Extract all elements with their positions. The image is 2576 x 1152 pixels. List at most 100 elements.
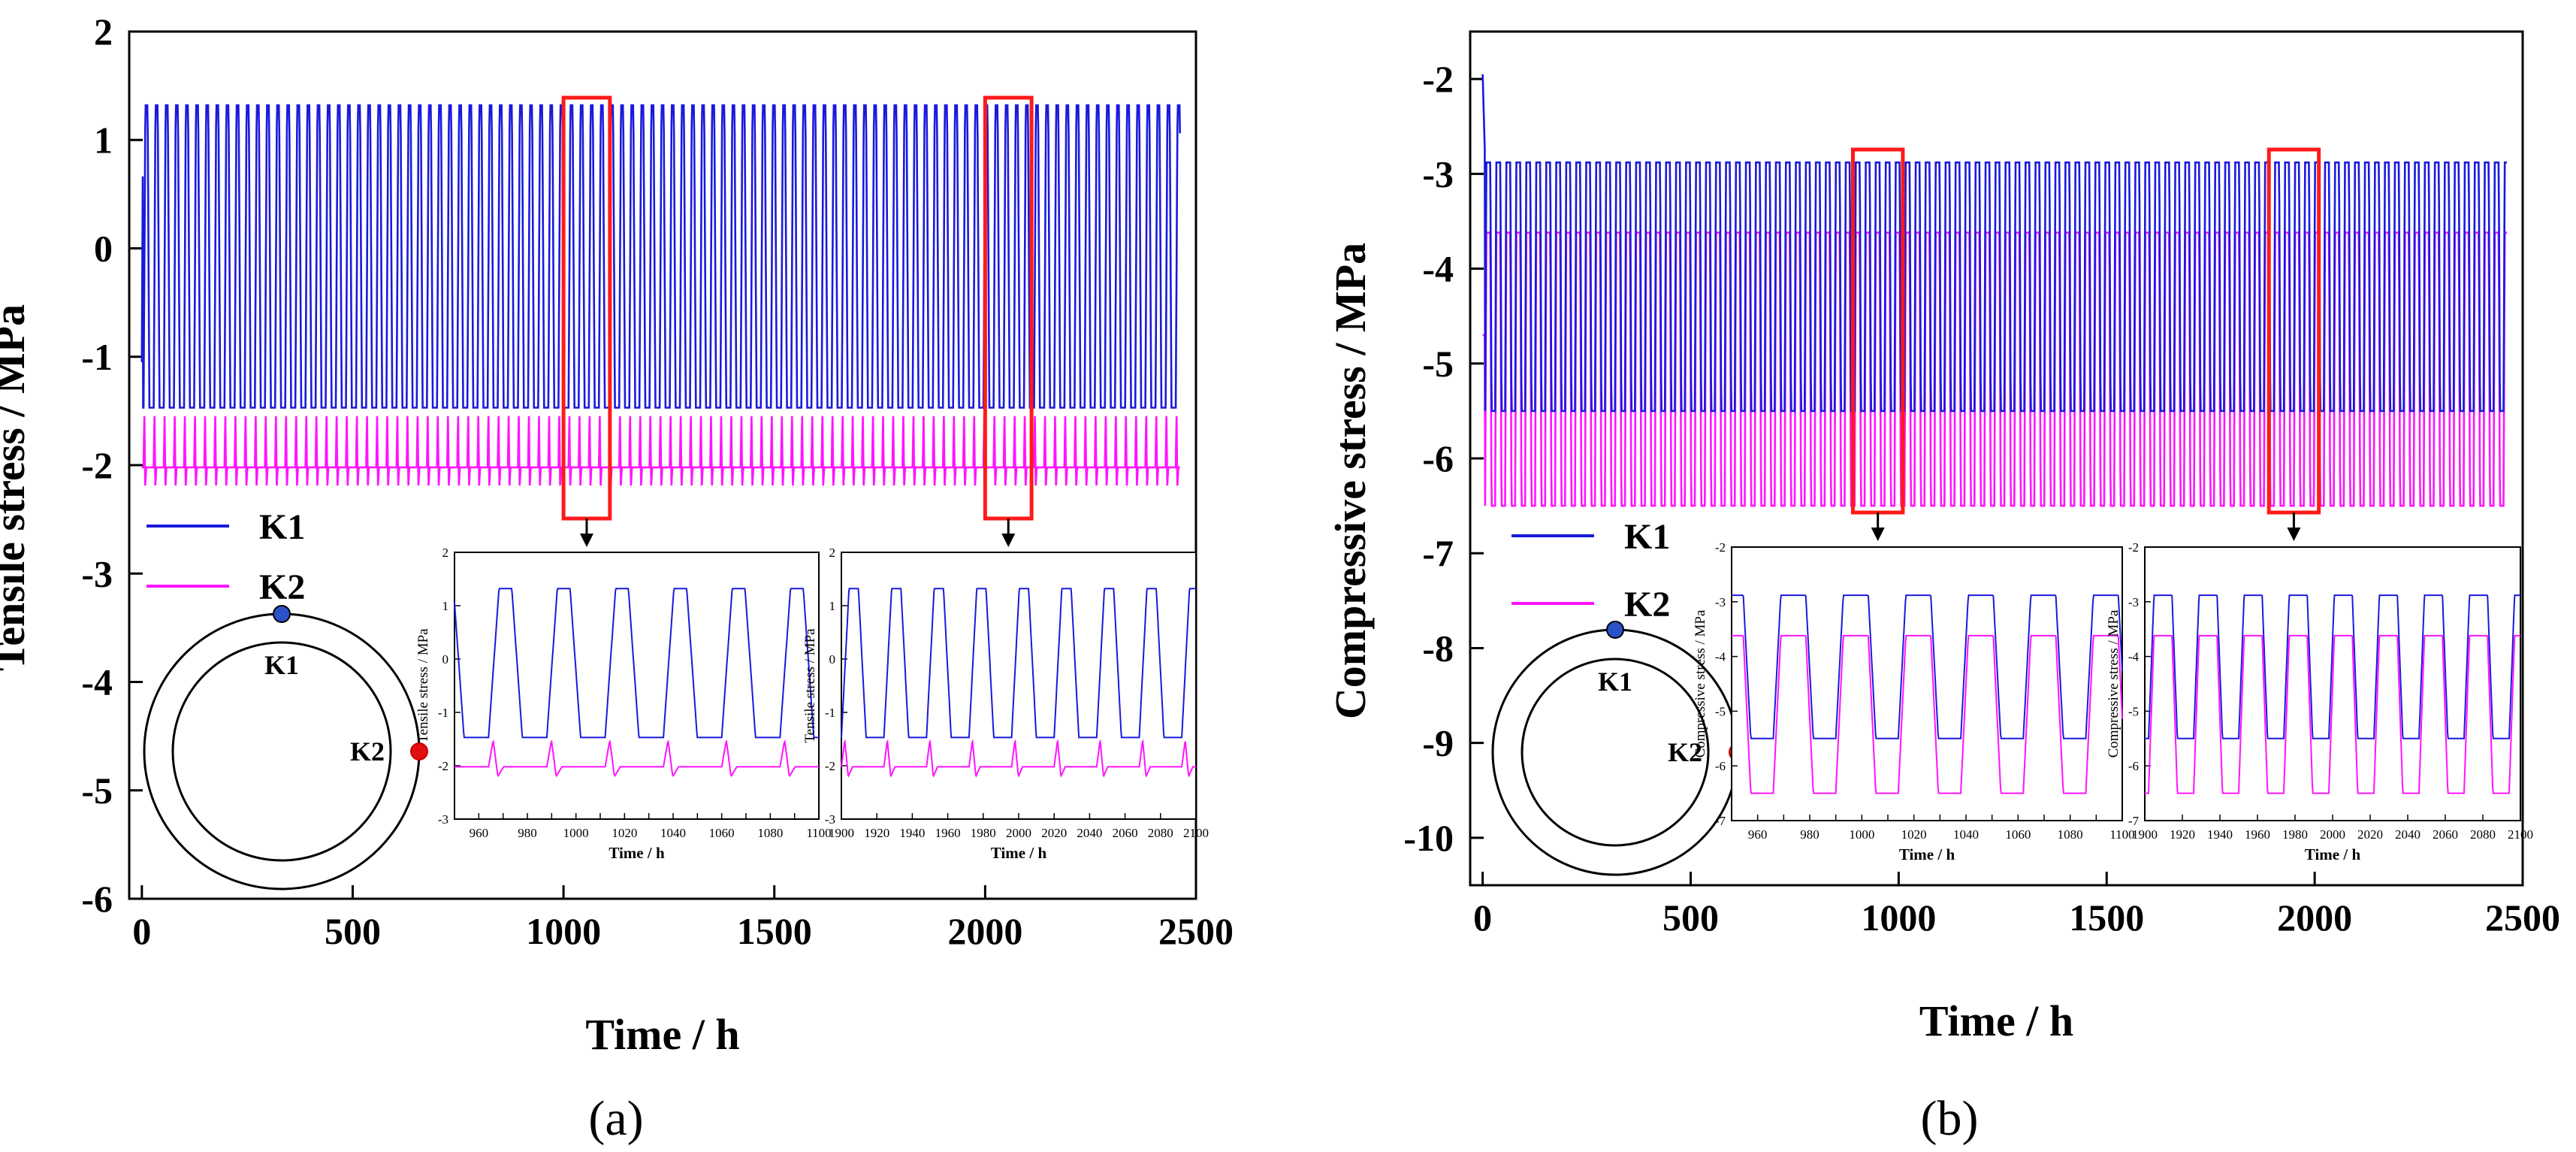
callout-arrow-head (1871, 528, 1885, 541)
callout-arrow-head (2287, 528, 2301, 541)
x-axis-title: Time / h (1919, 996, 2073, 1045)
y-tick-label: -10 (1403, 817, 1454, 859)
y-axis-title: Compressive stress / MPa (1326, 243, 1375, 719)
inset-x-tick-label: 1900 (829, 826, 854, 840)
inset-x-tick-label: 1060 (709, 826, 735, 840)
inset-x-tick-label: 2020 (2357, 827, 2383, 842)
inset-x-tick-label: 960 (1748, 827, 1768, 842)
y-tick-label: -5 (1422, 343, 1454, 385)
inset-y-tick-label: 2 (442, 546, 449, 560)
inset-x-tick-label: 1100 (806, 826, 831, 840)
inset-x-tick-label: 1920 (864, 826, 889, 840)
inset-y-tick-label: 0 (829, 652, 836, 667)
inset-x-tick-label: 2040 (1077, 826, 1102, 840)
legend-label-k1: K1 (1624, 517, 1670, 557)
inset-series-line-k1 (1732, 594, 2123, 739)
x-tick-label: 1000 (526, 910, 601, 952)
inset-x-tick-label: 1080 (2058, 827, 2083, 842)
inset-series-line-k2 (454, 739, 819, 778)
inset-y-tick-label: 0 (442, 652, 449, 667)
y-tick-label: 1 (94, 119, 113, 161)
inset-x-tick-label: 1020 (612, 826, 637, 840)
y-tick-label: -6 (81, 878, 113, 920)
ring-inner (171, 641, 392, 862)
inset-x-tick-label: 980 (1800, 827, 1820, 842)
inset-x-tick-label: 1940 (2207, 827, 2233, 842)
inset-x-tick-label: 2000 (1006, 826, 1031, 840)
x-tick-label: 2000 (947, 910, 1022, 952)
inset-x-tick-label: 1920 (2170, 827, 2195, 842)
inset-x-tick-label: 1000 (1849, 827, 1874, 842)
callout-arrow-head (1001, 534, 1016, 547)
x-tick-label: 500 (325, 910, 381, 952)
inset-x-axis-title: Time / h (609, 844, 665, 862)
inset-y-tick-label: -1 (825, 706, 835, 720)
ring-inner (1521, 658, 1710, 847)
y-axis-title: Tensile stress / MPa (0, 304, 34, 671)
inset-x-tick-label: 2000 (2320, 827, 2345, 842)
inset-x-tick-label: 1020 (1901, 827, 1927, 842)
inset-x-tick-label: 1100 (2109, 827, 2134, 842)
inset-y-tick-label: -7 (1715, 814, 1726, 828)
k1-position-marker (273, 605, 291, 623)
inset-y-tick-label: -6 (2128, 759, 2139, 773)
inset-x-tick-label: 2100 (1183, 826, 1209, 840)
inset-y-tick-label: -5 (2128, 704, 2139, 718)
inset-x-axis-title: Time / h (1899, 845, 1955, 863)
y-tick-label: -2 (1422, 58, 1454, 100)
x-tick-label: 2500 (1158, 910, 1234, 952)
inset-frame (454, 552, 820, 820)
inset-series-line-k2 (1732, 634, 2123, 794)
y-tick-label: -4 (81, 661, 113, 703)
inset-y-tick-label: -6 (1715, 759, 1726, 773)
legend-label-k2: K2 (259, 567, 305, 607)
inset-y-axis-title: Compressive stress / MPa (1693, 609, 1708, 757)
x-tick-label: 1500 (737, 910, 812, 952)
inset-series-line-k1 (2145, 594, 2520, 739)
inset-y-tick-label: -2 (2128, 540, 2139, 555)
inset-x-tick-label: 2020 (1041, 826, 1067, 840)
inset-y-tick-label: -7 (2128, 814, 2140, 828)
inset-x-tick-label: 1960 (2245, 827, 2270, 842)
inset-y-axis-title: Compressive stress / MPa (2106, 609, 2122, 757)
inset-series-line-k1 (841, 588, 1196, 739)
x-tick-label: 2000 (2277, 897, 2352, 939)
y-tick-label: -8 (1422, 627, 1454, 669)
schematic-label-k1: K1 (1598, 667, 1632, 697)
legend-label-k1: K1 (259, 507, 305, 547)
x-tick-label: 0 (132, 910, 151, 952)
inset-x-axis-title: Time / h (991, 844, 1047, 862)
inset-x-tick-label: 960 (470, 826, 489, 840)
inset-x-tick-label: 2040 (2395, 827, 2420, 842)
y-tick-label: -4 (1422, 248, 1454, 290)
schematic-label-k1: K1 (264, 650, 299, 680)
inset-y-tick-label: 1 (829, 599, 836, 613)
inset-x-tick-label: 1040 (1953, 827, 1979, 842)
y-tick-label: -9 (1422, 722, 1454, 764)
inset-y-tick-label: -3 (1715, 595, 1726, 609)
x-tick-label: 1500 (2069, 897, 2144, 939)
series-line-k2 (141, 416, 1180, 486)
panel-label-a: (a) (588, 1091, 643, 1146)
inset-x-tick-label: 1080 (757, 826, 783, 840)
panel-label-b: (b) (1921, 1091, 1979, 1146)
inset-x-tick-label: 1900 (2132, 827, 2158, 842)
series-line-k1 (1481, 74, 2507, 413)
x-tick-label: 1000 (1861, 897, 1936, 939)
inset-y-tick-label: -2 (825, 759, 835, 773)
inset-series-line-k1 (454, 588, 819, 739)
inset-x-tick-label: 1940 (899, 826, 925, 840)
schematic-label-k2: K2 (350, 736, 385, 766)
inset-x-axis-title: Time / h (2305, 845, 2361, 863)
y-tick-label: -5 (81, 770, 113, 812)
inset-y-tick-label: -5 (1715, 704, 1726, 718)
callout-arrow-head (579, 534, 593, 547)
inset-y-tick-label: -2 (1715, 540, 1726, 555)
inset-x-tick-label: 2100 (2508, 827, 2533, 842)
y-tick-label: -3 (1422, 153, 1454, 195)
inset-series-line-k2 (2145, 634, 2520, 794)
inset-y-tick-label: -3 (2128, 595, 2139, 609)
x-tick-label: 500 (1662, 897, 1719, 939)
inset-x-tick-label: 1980 (971, 826, 996, 840)
